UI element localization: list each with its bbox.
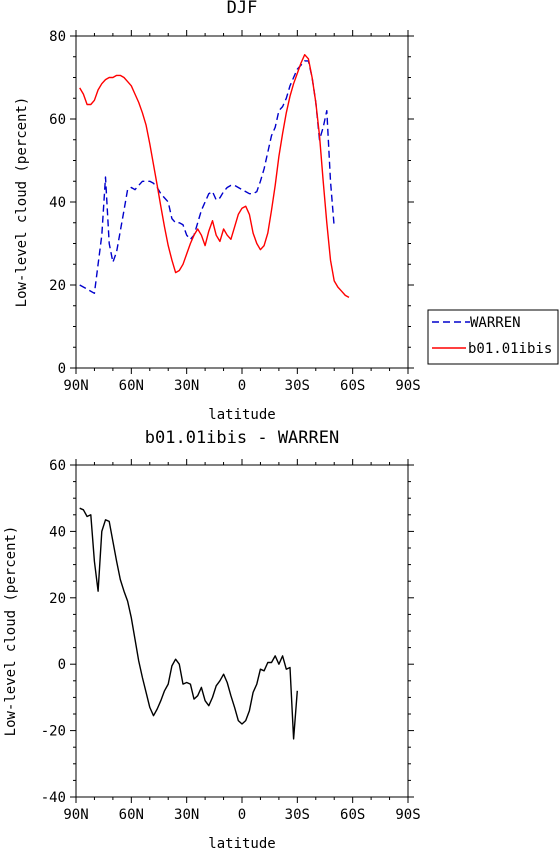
chart-bottom-series [79, 507, 298, 740]
chart-bottom-y-tick-label: 40 [49, 524, 66, 540]
legend: WARREN b01.01ibis [427, 309, 559, 365]
chart-bottom-y-tick-label: 0 [58, 657, 66, 673]
chart-top-x-tick-label: 30S [285, 378, 310, 394]
chart-bottom-y-tick-label: 20 [49, 591, 66, 607]
chart-bottom-y-tick-label: -20 [41, 724, 66, 740]
chart-top-x-tick-label: 30N [174, 378, 199, 394]
legend-label-b01: b01.01ibis [468, 341, 552, 357]
chart-top-series [79, 54, 350, 299]
chart-top-ticks [70, 30, 414, 374]
chart-top-y-tick-label: 20 [49, 278, 66, 294]
chart-bottom-tick-labels: 90N 60N 30N 0 30S 60S 90S -40 -20 0 20 40 60 [41, 458, 421, 823]
chart-top-frame [75, 35, 409, 369]
chart-bottom-xlabel: latitude [208, 836, 275, 851]
chart-top-x-tick-label: 60N [119, 378, 144, 394]
chart-bottom-x-tick-label: 60S [340, 807, 365, 823]
chart-bottom-x-tick-label: 90N [63, 807, 88, 823]
chart-top-y-tick-label: 0 [58, 361, 66, 377]
chart-bottom-ylabel: Low-level cloud (percent) [3, 526, 19, 737]
chart-top-y-tick-label: 80 [49, 29, 66, 45]
chart-bottom: b01.01ibis - WARREN 90N 60N 30N 0 30S 60S 90S -… [3, 428, 421, 851]
chart-bottom-x-tick-label: 30N [174, 807, 199, 823]
chart-top-y-tick-label: 40 [49, 195, 66, 211]
chart-top-series-line-b01-01ibis [79, 54, 350, 299]
chart-bottom-y-tick-label: 60 [49, 458, 66, 474]
chart-bottom-series-line-0 [79, 507, 298, 740]
chart-top: DJF 90N 60N 30N 0 30S 60S 90S 0 20 40 60 80 latitud… [14, 0, 421, 423]
chart-top-y-tick-label: 60 [49, 112, 66, 128]
chart-top-x-tick-label: 90N [63, 378, 88, 394]
chart-top-x-tick-label: 60S [340, 378, 365, 394]
chart-top-x-tick-label: 90S [395, 378, 420, 394]
legend-label-warren: WARREN [470, 315, 521, 331]
chart-bottom-x-tick-label: 90S [395, 807, 420, 823]
chart-top-ylabel: Low-level cloud (percent) [14, 97, 30, 308]
chart-bottom-x-tick-label: 0 [238, 807, 246, 823]
chart-top-title: DJF [227, 0, 258, 18]
chart-bottom-y-tick-label: -40 [41, 790, 66, 806]
chart-top-x-tick-label: 0 [238, 378, 246, 394]
chart-top-series-line-warren [79, 60, 335, 294]
chart-bottom-ticks [70, 459, 414, 803]
chart-top-tick-labels: 90N 60N 30N 0 30S 60S 90S 0 20 40 60 80 [49, 29, 421, 394]
chart-top-xlabel: latitude [208, 407, 275, 423]
chart-bottom-title: b01.01ibis - WARREN [145, 428, 339, 448]
chart-bottom-x-tick-label: 30S [285, 807, 310, 823]
chart-bottom-frame [75, 464, 409, 798]
chart-bottom-x-tick-label: 60N [119, 807, 144, 823]
legend-box [427, 309, 559, 365]
